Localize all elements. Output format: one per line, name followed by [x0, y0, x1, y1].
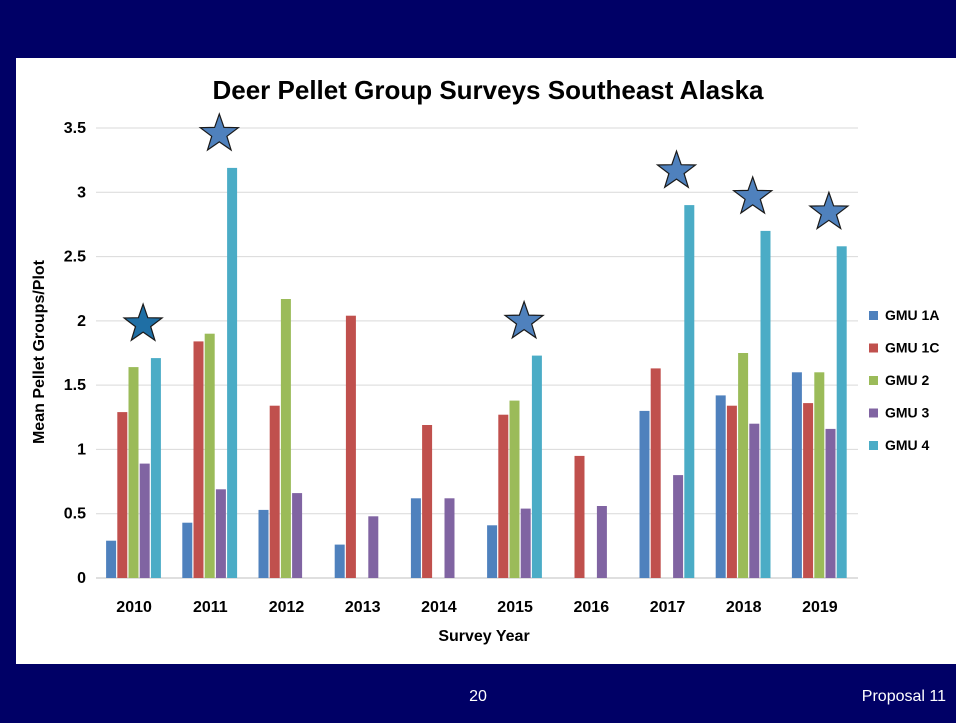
x-tick-label: 2014 [421, 599, 457, 616]
legend-swatch [869, 311, 878, 320]
bar-gmu-1a-2017 [639, 410, 650, 578]
bar-gmu-2-2012 [280, 299, 291, 578]
bar-gmu-1c-2012 [269, 405, 280, 578]
bar-gmu-4-2011 [227, 167, 238, 578]
legend-label: GMU 3 [885, 405, 930, 421]
bar-gmu-3-2013 [368, 516, 379, 578]
y-tick-label: 3.5 [64, 120, 86, 137]
bar-gmu-1c-2018 [726, 405, 737, 578]
star-icon [655, 149, 698, 189]
bar-gmu-1c-2013 [345, 315, 356, 578]
bar-gmu-2-2010 [128, 367, 139, 578]
y-tick-labels: 0 0.5 1 1.5 2 2.5 3 3.5 [64, 120, 86, 587]
y-axis-label: Mean Pellet Groups/Plot [31, 259, 48, 444]
page-number: 20 [469, 688, 487, 705]
proposal-label: Proposal 11 [861, 688, 946, 705]
bar-gmu-2-2015 [509, 400, 520, 578]
bar-gmu-1c-2014 [422, 425, 433, 578]
bar-gmu-3-2011 [215, 489, 226, 578]
bar-gmu-4-2019 [836, 246, 847, 579]
bar-gmu-4-2018 [760, 230, 771, 578]
star-icon [503, 299, 545, 340]
x-tick-label: 2016 [574, 599, 610, 616]
bar-gmu-1a-2015 [487, 525, 498, 578]
bar-gmu-3-2010 [139, 463, 150, 578]
bars [106, 167, 847, 579]
bar-gmu-4-2015 [531, 355, 542, 578]
bar-gmu-3-2018 [749, 423, 760, 578]
star-icon [122, 302, 164, 342]
x-tick-label: 2012 [269, 599, 305, 616]
x-axis-label: Survey Year [438, 628, 529, 645]
bar-gmu-3-2016 [596, 506, 607, 578]
bar-gmu-1c-2016 [574, 455, 585, 578]
legend-swatch [869, 343, 878, 353]
y-tick-label: 0.5 [64, 506, 86, 523]
x-tick-label: 2015 [497, 599, 533, 616]
star-icon [198, 112, 241, 152]
x-tick-label: 2010 [116, 599, 152, 616]
y-tick-label: 1.5 [64, 377, 86, 394]
bar-gmu-2-2019 [814, 372, 825, 578]
bar-gmu-1a-2011 [182, 522, 193, 578]
bar-gmu-3-2019 [825, 428, 836, 578]
x-tick-labels: 2010 2011 2012 2013 2014 2015 2016 2017 2018 2019 [116, 599, 837, 616]
bar-gmu-3-2014 [444, 498, 455, 578]
x-tick-label: 2013 [345, 599, 381, 616]
bar-gmu-2-2018 [738, 353, 749, 578]
bar-gmu-1c-2017 [650, 368, 661, 578]
bar-gmu-1a-2010 [106, 540, 117, 578]
legend-swatch [869, 376, 878, 385]
slide-footer: 20 Proposal 11 [0, 664, 956, 723]
bar-gmu-3-2015 [520, 508, 531, 578]
x-tick-label: 2019 [802, 599, 838, 616]
x-tick-label: 2018 [726, 599, 762, 616]
bar-gmu-3-2012 [292, 493, 303, 578]
bar-gmu-1a-2014 [410, 498, 421, 578]
legend-label: GMU 1A [885, 307, 939, 323]
bar-gmu-1c-2010 [117, 412, 128, 578]
y-tick-label: 2 [77, 313, 86, 330]
legend-label: GMU 4 [885, 437, 930, 453]
bar-gmu-4-2010 [150, 358, 161, 578]
bar-gmu-2-2011 [204, 333, 215, 578]
bar-gmu-1c-2011 [193, 341, 204, 578]
bar-gmu-1a-2018 [715, 395, 726, 578]
bar-gmu-1a-2012 [258, 509, 269, 578]
x-tick-label: 2017 [650, 599, 686, 616]
y-tick-label: 0 [77, 570, 86, 587]
bar-gmu-4-2017 [684, 205, 695, 578]
chart-panel: Deer Pellet Group Surveys Southeast Alas… [16, 58, 956, 664]
y-tick-label: 1 [77, 441, 86, 458]
legend: GMU 1A GMU 1C GMU 2 GMU 3 GMU 4 [869, 307, 939, 453]
bar-gmu-1c-2015 [498, 414, 509, 578]
y-tick-label: 2.5 [64, 249, 86, 266]
star-icon [731, 175, 774, 215]
deer-pellet-chart: Deer Pellet Group Surveys Southeast Alas… [31, 75, 939, 645]
star-icon [808, 190, 850, 230]
slide-top-band [0, 0, 956, 58]
legend-label: GMU 1C [885, 340, 939, 356]
bar-gmu-3-2017 [673, 475, 684, 578]
star-markers [122, 112, 850, 342]
bar-gmu-1a-2019 [791, 372, 802, 578]
chart-title: Deer Pellet Group Surveys Southeast Alas… [212, 75, 764, 105]
y-tick-label: 3 [77, 184, 86, 201]
legend-label: GMU 2 [885, 372, 930, 388]
x-tick-label: 2011 [193, 599, 228, 616]
bar-gmu-1c-2019 [803, 403, 814, 578]
legend-swatch [869, 408, 878, 418]
bar-gmu-1a-2013 [334, 544, 345, 578]
legend-swatch [869, 441, 878, 450]
